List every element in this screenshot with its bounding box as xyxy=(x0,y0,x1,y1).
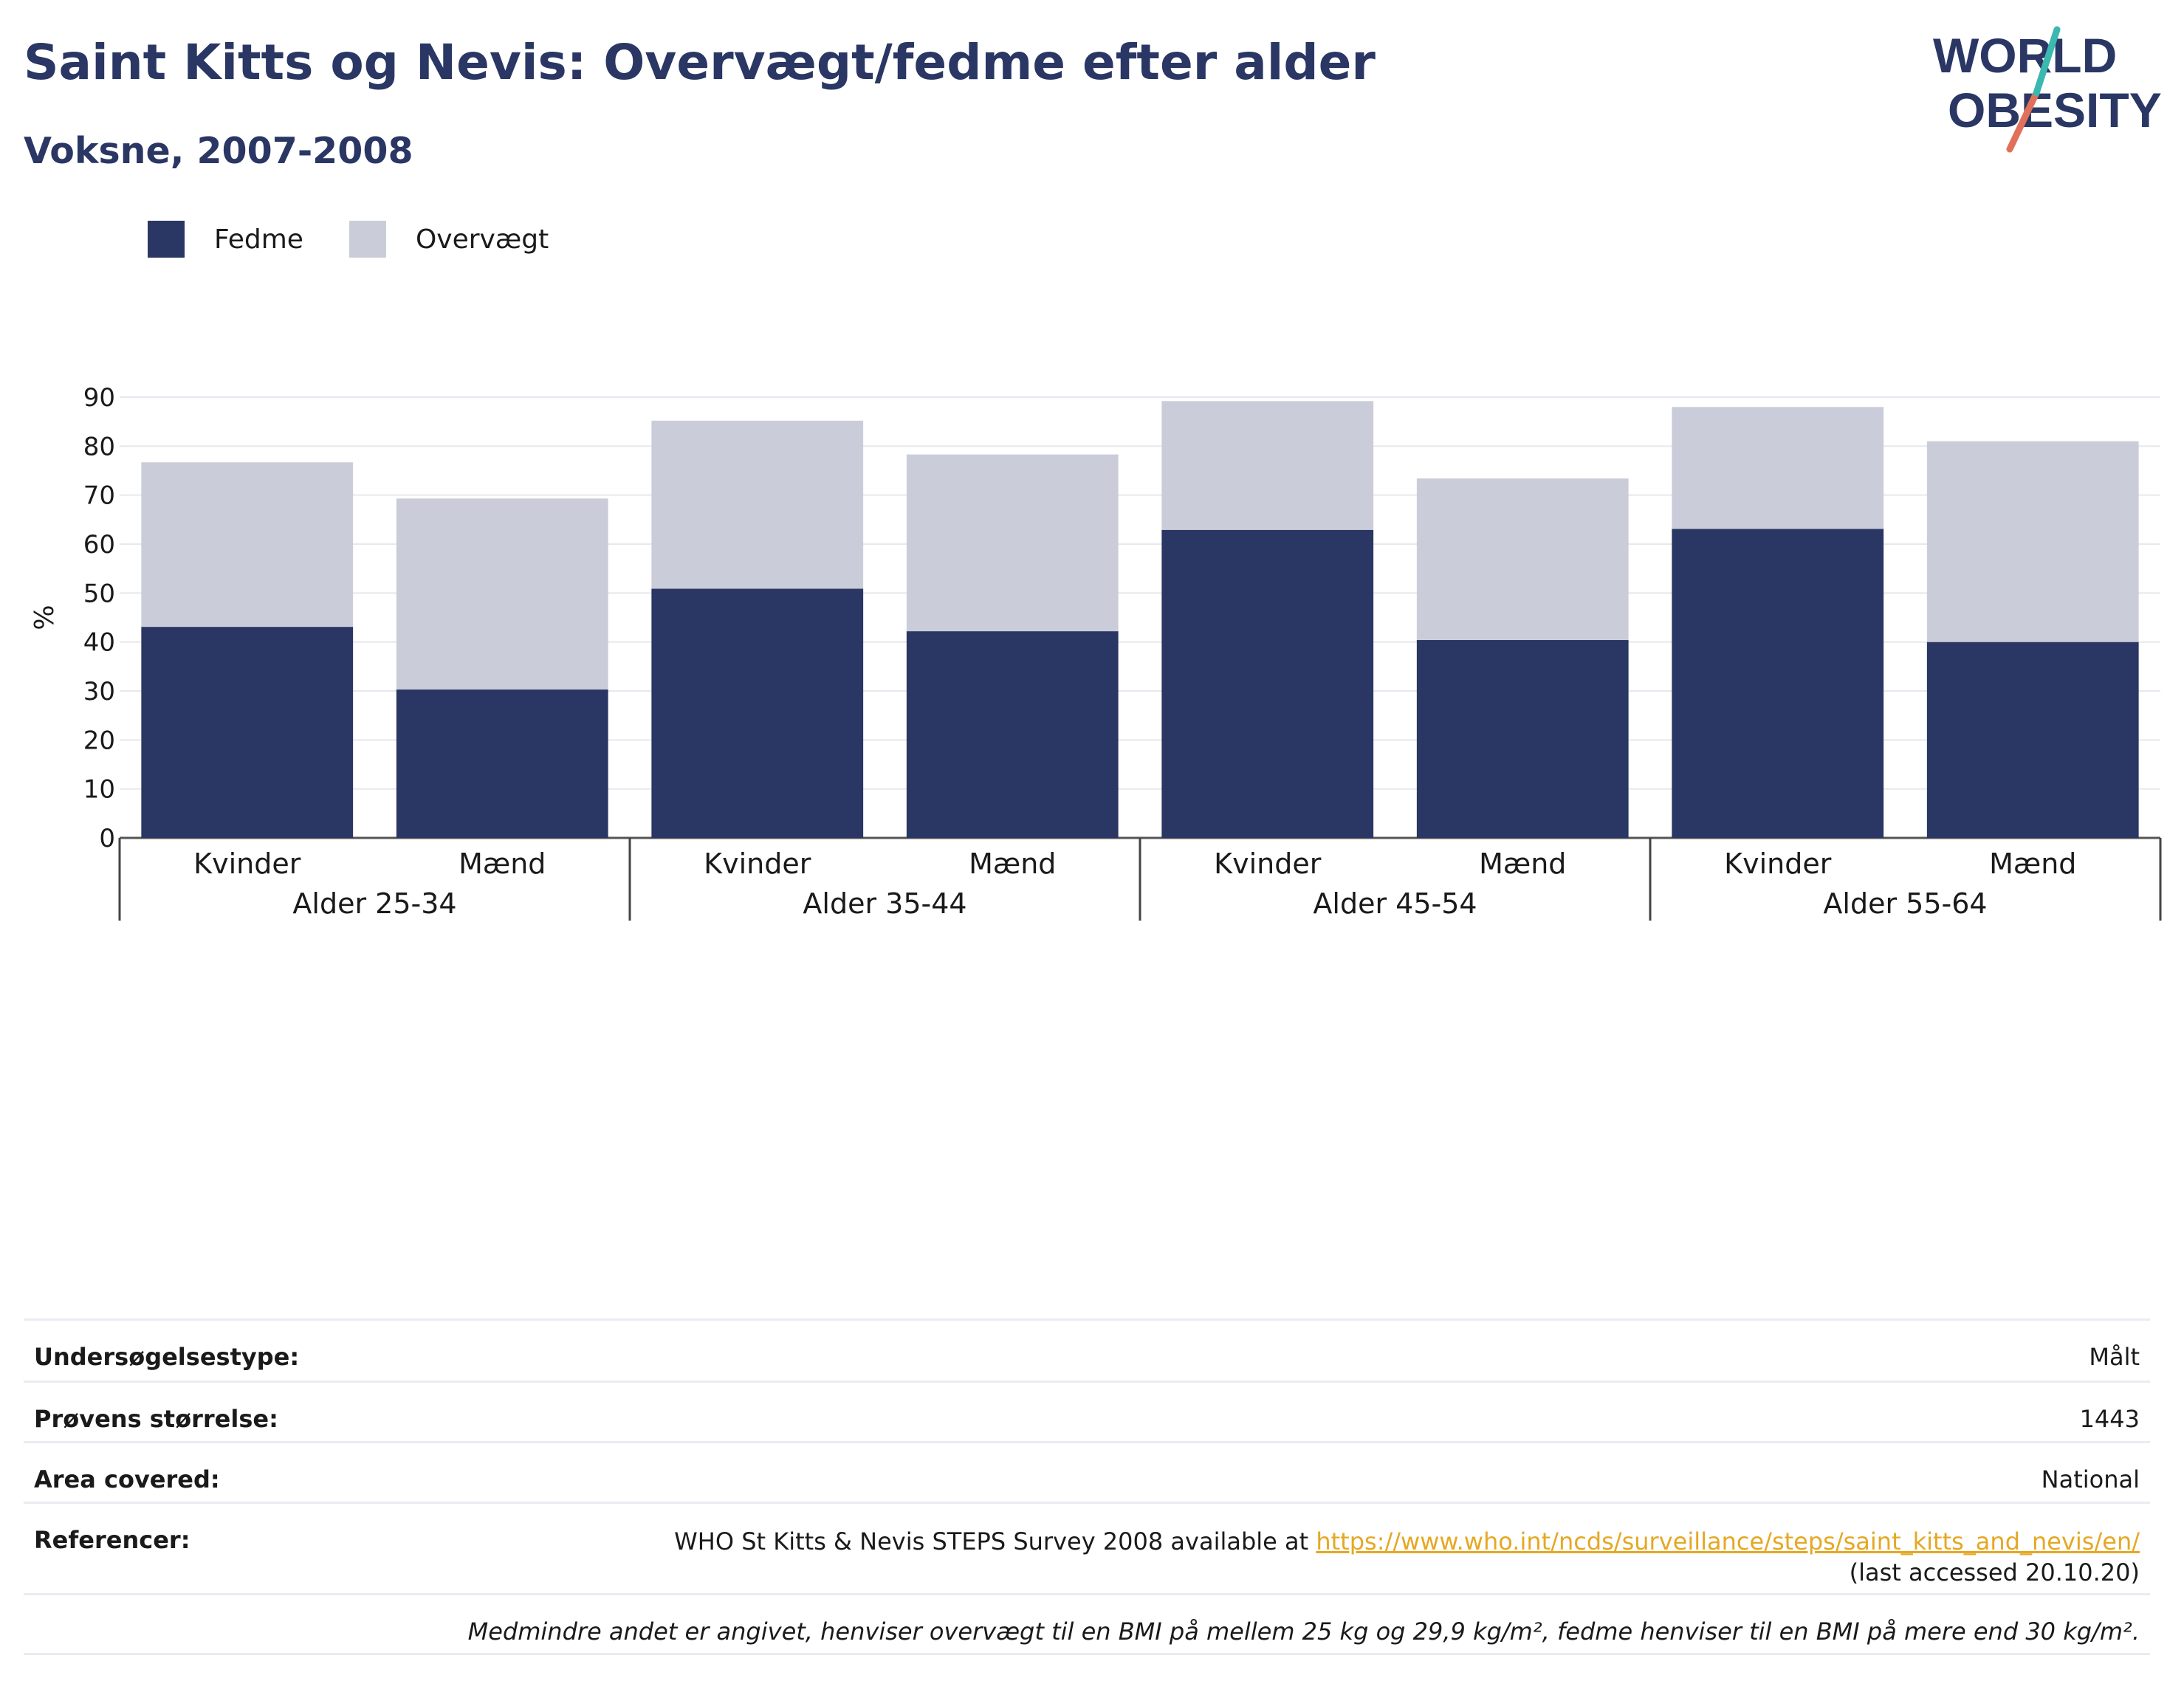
y-tick-label: 40 xyxy=(83,628,115,658)
legend-item-overvaegt[interactable]: Overvægt xyxy=(348,221,549,258)
bar-overvaegt xyxy=(1926,441,2139,642)
info-row-survey-type: Undersøgelsestype: Målt xyxy=(24,1318,2150,1381)
x-tick-label: Kvinder xyxy=(193,848,301,880)
x-tick-label: Kvinder xyxy=(704,848,811,880)
bar-overvaegt xyxy=(396,498,608,690)
world-obesity-logo: WORLD OBESITY xyxy=(1933,26,2162,153)
bar-fedme xyxy=(651,588,864,838)
chart-title: Saint Kitts og Nevis: Overvægt/fedme eft… xyxy=(24,34,1376,91)
bar-fedme xyxy=(1416,640,1629,838)
legend-swatch-overvaegt xyxy=(348,221,386,258)
info-row-note: Medmindre andet er angivet, henviser ove… xyxy=(24,1593,2150,1655)
y-axis-label: % xyxy=(30,605,60,630)
references-text: WHO St Kitts & Nevis STEPS Survey 2008 a… xyxy=(674,1527,1309,1555)
references-link[interactable]: https://www.who.int/ncds/surveillance/st… xyxy=(1316,1527,2140,1555)
bar-fedme xyxy=(906,631,1119,838)
bar-overvaegt xyxy=(1672,407,1884,529)
legend-item-fedme[interactable]: Fedme xyxy=(148,221,303,258)
y-tick-label: 20 xyxy=(83,726,115,755)
info-row-references: Referencer: WHO St Kitts & Nevis STEPS S… xyxy=(24,1502,2150,1593)
bar-fedme xyxy=(1926,642,2139,838)
legend-swatch-fedme xyxy=(148,221,185,258)
info-row-area: Area covered: National xyxy=(24,1441,2150,1502)
x-tick-label: Mænd xyxy=(1479,848,1566,880)
legend-label-overvaegt: Overvægt xyxy=(415,224,549,255)
info-row-sample-size: Prøvens størrelse: 1443 xyxy=(24,1381,2150,1441)
bar-fedme xyxy=(396,690,608,838)
bar-overvaegt xyxy=(1416,478,1629,641)
references-label: Referencer: xyxy=(34,1526,190,1554)
references-suffix: (last accessed 20.10.20) xyxy=(1849,1558,2140,1586)
survey-type-label: Undersøgelsestype: xyxy=(34,1343,300,1371)
area-value: National xyxy=(2041,1465,2140,1493)
legend-label-fedme: Fedme xyxy=(214,224,303,255)
logo-slash-upper xyxy=(2033,26,2061,97)
x-tick-label: Kvinder xyxy=(1214,848,1322,880)
bar-overvaegt xyxy=(141,462,354,628)
logo-line-2: OBESITY xyxy=(1948,83,2162,137)
references-value: WHO St Kitts & Nevis STEPS Survey 2008 a… xyxy=(619,1526,2140,1593)
group-label: Alder 55-64 xyxy=(1823,887,1987,920)
bar-overvaegt xyxy=(651,420,864,589)
area-label: Area covered: xyxy=(34,1465,220,1493)
x-tick-label: Mænd xyxy=(969,848,1056,880)
group-label: Alder 45-54 xyxy=(1313,887,1477,920)
y-tick-label: 90 xyxy=(83,383,115,413)
group-label: Alder 35-44 xyxy=(803,887,966,920)
sample-size-label: Prøvens størrelse: xyxy=(34,1405,278,1433)
bar-overvaegt xyxy=(1161,401,1374,530)
logo-line-1: WORLD xyxy=(1933,28,2117,83)
group-label: Alder 25-34 xyxy=(292,887,456,920)
y-tick-label: 60 xyxy=(83,530,115,560)
y-tick-label: 30 xyxy=(83,677,115,706)
chart-subtitle: Voksne, 2007-2008 xyxy=(24,130,413,172)
definition-note: Medmindre andet er angivet, henviser ove… xyxy=(467,1617,2140,1646)
info-table: Undersøgelsestype: Målt Prøvens størrels… xyxy=(24,1318,2150,1655)
x-tick-label: Mænd xyxy=(459,848,546,880)
y-tick-label: 80 xyxy=(83,432,115,461)
y-tick-label: 10 xyxy=(83,775,115,805)
y-tick-label: 0 xyxy=(99,824,115,853)
sample-size-value: 1443 xyxy=(2079,1405,2140,1433)
y-tick-label: 50 xyxy=(83,579,115,608)
x-tick-label: Mænd xyxy=(1989,848,2076,880)
chart-legend: Fedme Overvægt xyxy=(148,219,594,260)
y-tick-label: 70 xyxy=(83,481,115,511)
bar-fedme xyxy=(141,627,354,838)
bar-overvaegt xyxy=(906,454,1119,632)
survey-type-value: Målt xyxy=(2089,1343,2140,1371)
stacked-bar-chart: 0 10 20 30 40 50 60 70 80 90% Kvinder Mænd Kvinder Mæ… xyxy=(30,383,2162,921)
logo-slash-lower xyxy=(2006,89,2040,153)
bar-fedme xyxy=(1161,529,1374,838)
bar-fedme xyxy=(1672,529,1884,838)
x-tick-label: Kvinder xyxy=(1724,848,1832,880)
